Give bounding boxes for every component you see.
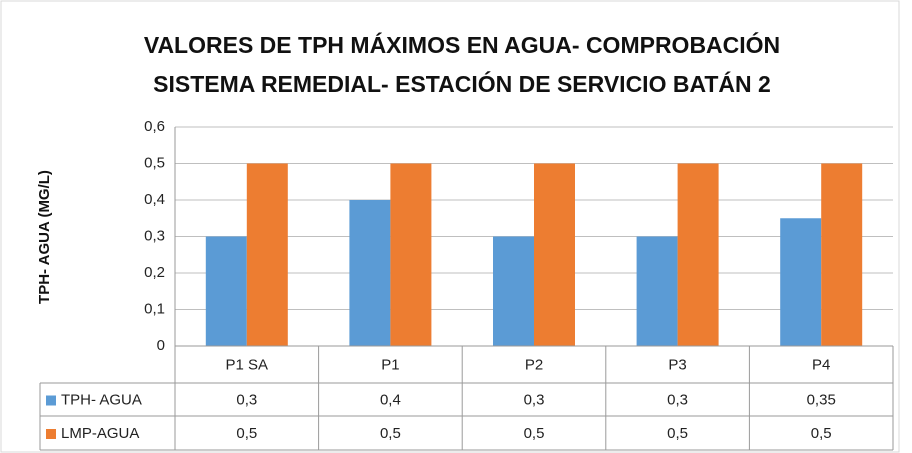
x-tick-label: P3 xyxy=(668,356,686,373)
bar xyxy=(780,218,822,346)
y-tick-label: 0,5 xyxy=(144,154,165,171)
table-value: 0,35 xyxy=(807,391,836,408)
bar xyxy=(534,163,575,346)
y-tick-label: 0,1 xyxy=(144,300,165,317)
y-tick-label: 0,2 xyxy=(144,264,165,281)
bar xyxy=(349,200,391,346)
chart-title: SISTEMA REMEDIAL- ESTACIÓN DE SERVICIO B… xyxy=(153,70,771,97)
x-tick-label: P1 SA xyxy=(226,356,269,373)
table-value: 0,5 xyxy=(380,425,401,442)
table-value: 0,5 xyxy=(667,425,688,442)
table-value: 0,3 xyxy=(236,391,257,408)
y-tick-label: 0 xyxy=(157,337,165,354)
bar xyxy=(677,163,719,346)
table-value: 0,5 xyxy=(236,425,257,442)
bar xyxy=(493,236,534,346)
chart-title: VALORES DE TPH MÁXIMOS EN AGUA- COMPROBA… xyxy=(144,31,780,58)
x-tick-label: P4 xyxy=(812,356,830,373)
legend-swatch xyxy=(46,395,56,406)
bar xyxy=(205,236,247,346)
y-tick-label: 0,3 xyxy=(144,227,165,244)
y-tick-label: 0,6 xyxy=(144,118,165,135)
legend-swatch xyxy=(46,429,56,439)
table-value: 0,4 xyxy=(380,391,401,408)
bar xyxy=(246,163,288,346)
bar xyxy=(390,163,432,346)
x-tick-label: P1 xyxy=(381,356,399,373)
x-tick-label: P2 xyxy=(525,356,543,373)
table-value: 0,5 xyxy=(524,425,545,442)
table-value: 0,5 xyxy=(811,425,832,442)
legend-label: LMP-AGUA xyxy=(61,425,139,442)
table-value: 0,3 xyxy=(667,391,688,408)
bar xyxy=(636,236,678,346)
table-value: 0,3 xyxy=(524,391,545,408)
y-tick-label: 0,4 xyxy=(144,191,165,208)
y-axis-title: TPH- AGUA (MG/L) xyxy=(36,170,53,304)
legend-label: TPH- AGUA xyxy=(61,391,142,408)
bar xyxy=(821,163,863,346)
